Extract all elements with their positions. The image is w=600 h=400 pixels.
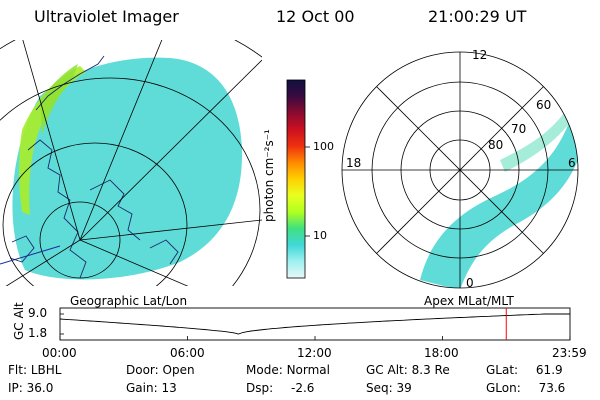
altitude-curve [59,313,570,335]
dayglow-band-outer [40,64,78,135]
x-tick-3: 18:00 [424,346,459,360]
param-dsp: Dsp: -2.6 [246,381,315,395]
param-glon: GLon: 73.6 [486,381,566,395]
param-mode: Mode: Normal [246,363,330,377]
param-flt: Flt: LBHL [8,363,62,377]
geo-grid [0,40,262,286]
x-tick-0: 00:00 [42,346,77,360]
mlat-label-70: 70 [511,122,527,136]
timeline-axis-label: GC Alt [12,302,26,340]
coastlines [9,55,179,279]
colorbar-ticks [305,146,310,237]
mlt-label-18: 18 [346,156,362,170]
param-ip: IP: 36.0 [8,381,54,395]
colorbar-tick-100: 100 [313,140,334,153]
polar-grid [341,51,579,289]
param-gc-alt: GC Alt: 8.3 Re [366,363,450,377]
timeline-ticks [59,313,571,340]
param-door: Door: Open [126,363,195,377]
time-label: 21:00:29 UT [428,7,527,26]
x-tick-2: 12:00 [297,346,332,360]
mlt-label-6: 6 [568,156,576,170]
mlat-label-80: 80 [488,138,504,152]
auroral-oval-inner [500,112,572,172]
mlt-label-12: 12 [472,48,488,62]
mlt-label-0: 0 [466,276,474,290]
polar-image [420,112,578,288]
altitude-timeline [59,307,571,341]
auroral-oval [420,120,578,288]
colorbar-tick-10: 10 [313,229,327,242]
colorbar [286,79,306,279]
y-tick-top: 9.0 [28,306,48,320]
date-label: 12 Oct 00 [276,7,355,26]
y-tick-bottom: 1.8 [28,326,48,340]
x-tick-1: 06:00 [170,346,205,360]
x-tick-4: 23:59 [552,346,587,360]
apex-label: Apex MLat/MLT [424,294,514,308]
param-gain: Gain: 13 [126,381,177,395]
mlat-label-60: 60 [536,98,552,112]
instrument-title: Ultraviolet Imager [34,7,179,26]
geographic-label: Geographic Lat/Lon [70,294,188,308]
geographic-map [0,40,262,286]
param-glat: GLat: 61.9 [486,363,563,377]
colorbar-unit-label: photon cm⁻²s⁻¹ [262,129,276,222]
param-seq: Seq: 39 [366,381,412,395]
